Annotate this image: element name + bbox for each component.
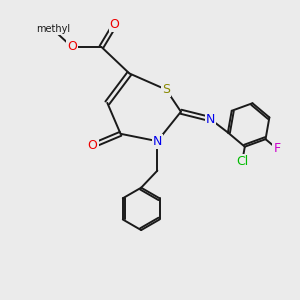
Text: methyl: methyl <box>36 24 70 34</box>
Text: S: S <box>162 83 170 96</box>
Text: F: F <box>273 142 280 155</box>
Text: N: N <box>153 135 162 148</box>
Text: O: O <box>67 40 77 53</box>
Text: O: O <box>110 18 120 32</box>
Text: N: N <box>206 112 215 126</box>
Text: Cl: Cl <box>236 155 248 168</box>
Text: O: O <box>88 139 98 152</box>
